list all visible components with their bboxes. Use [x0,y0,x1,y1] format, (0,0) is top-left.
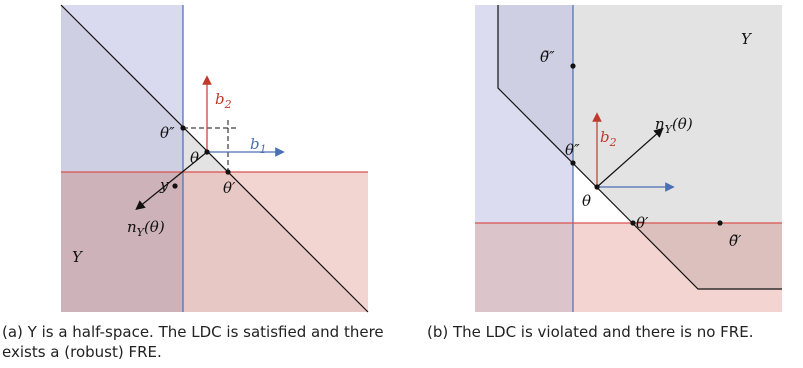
panel-b-point-theta-tilde-prime [717,220,723,226]
panel-b-red-blue-overlap [475,223,573,312]
panel-a-label-theta-prime: θ′ [223,179,236,197]
caption-b: (b) The LDC is violated and there is no … [427,323,754,341]
panel-b-point-theta [594,184,600,190]
panel-a-label-b2: b2 [215,90,232,111]
panel-a-boundary-line [60,4,369,313]
panel-a-point-y [172,183,178,189]
panel-a-point-theta-prime [225,169,231,175]
panel-a-red-gray-overlap [183,172,368,312]
panel-b-blue-gray-overlap [498,5,573,163]
panel-b-label-theta-prime: θ′ [636,214,649,232]
panel-a-blue-gray-overlap [61,5,183,172]
panel-a-label-normal: nY(θ) [127,218,165,239]
panel-a-triple-overlap [61,172,183,312]
panel-b-label-theta-tilde-double-prime: θ̃″ [540,48,555,66]
panel-b-label-normal: nY(θ) [655,115,693,136]
panel-a-label-y: y [159,176,169,194]
panel-a-point-theta-double-prime [180,125,186,131]
panel-b-red-gray-overlap [633,223,782,289]
panel-a-label-Y: Y [72,248,84,266]
panel-b: Y θ̃″ θ″ nY(θ) b2 θ θ′ θ̃′ [475,5,782,312]
panel-a-label-theta: θ [190,149,199,167]
panel-b-label-Y: Y [741,30,753,48]
panel-b-point-theta-prime [630,220,636,226]
panel-b-label-theta-double-prime: θ″ [565,141,580,159]
panel-b-point-theta-double-prime [570,160,576,166]
panel-b-label-theta: θ [582,192,591,210]
panel-b-normal-arrow [596,127,664,188]
panel-b-label-theta-tilde-prime: θ̃′ [729,232,742,250]
panel-b-point-theta-tilde-double-prime [570,63,576,69]
panel-a-label-b1: b1 [250,135,267,156]
caption-a: (a) Y is a half-space. The LDC is satisf… [2,323,384,361]
panel-a-label-theta-double-prime: θ″ [160,124,175,142]
panel-a-point-theta [204,149,210,155]
panel-a: b2 b1 θ″ θ θ′ y nY(θ) Y [60,4,369,313]
panel-a-normal-arrow [135,151,208,211]
panel-b-label-b2: b2 [600,128,617,149]
